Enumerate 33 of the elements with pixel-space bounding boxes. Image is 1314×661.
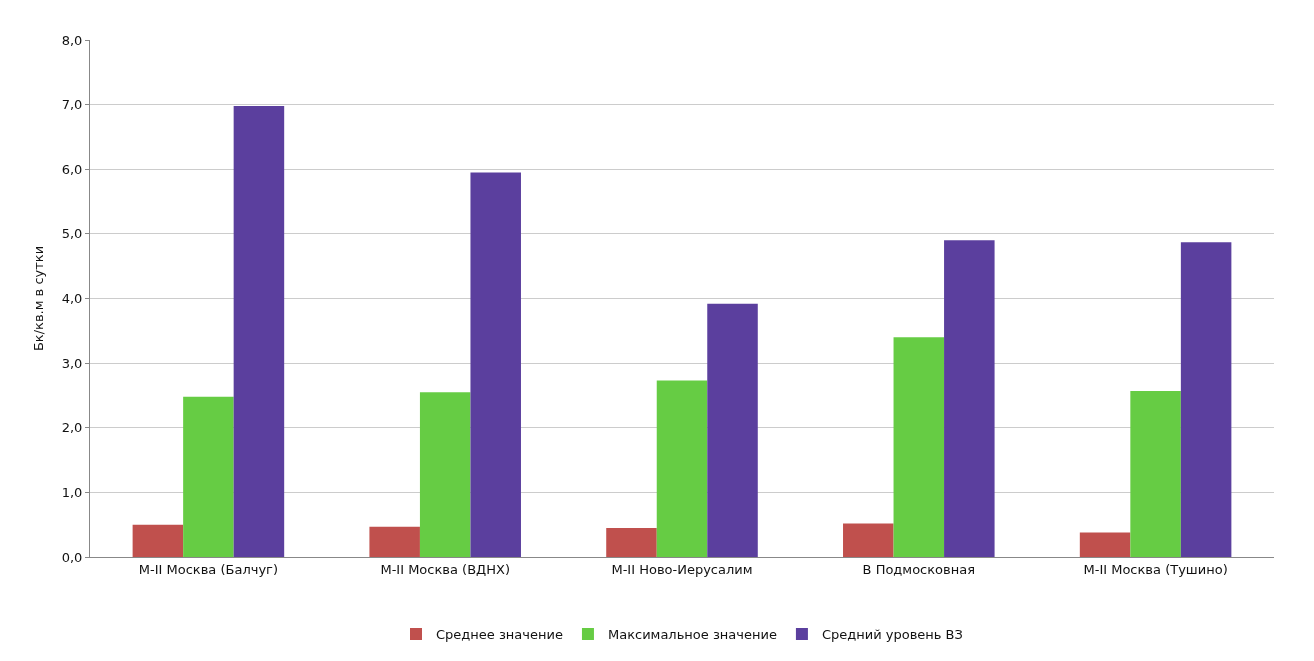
- legend-label: Среднее значение: [436, 627, 563, 643]
- bar: [707, 303, 758, 557]
- bar: [369, 526, 420, 557]
- bar: [470, 172, 521, 557]
- y-tick-label: 5,0: [61, 226, 83, 242]
- x-tick-label: В Подмосковная: [862, 561, 976, 577]
- bar: [606, 527, 657, 557]
- y-tick-label: 1,0: [61, 484, 83, 500]
- y-tick-label: 6,0: [61, 161, 83, 177]
- bar: [1130, 390, 1181, 557]
- bar: [944, 240, 995, 557]
- y-tick-label: 7,0: [61, 97, 83, 113]
- y-tick-label: 8,0: [61, 32, 83, 48]
- y-tick-label: 4,0: [61, 291, 83, 307]
- bar: [1180, 242, 1232, 557]
- bar: [419, 392, 471, 557]
- x-tick-label: М-II Москва (ВДНХ): [380, 561, 510, 577]
- bar: [183, 396, 234, 557]
- bar: [1079, 532, 1131, 557]
- bar: [893, 337, 945, 557]
- x-tick-label: М-II Москва (Балчуг): [138, 561, 278, 577]
- bar: [656, 380, 708, 557]
- legend-label: Средний уровень ВЗ: [821, 627, 963, 643]
- x-tick-label: М-II Ново-Иерусалим: [611, 561, 753, 577]
- bar: [233, 105, 285, 557]
- legend-label: Максимальное значение: [607, 627, 777, 643]
- x-tick-label: М-II Москва (Тушино): [1083, 561, 1228, 577]
- y-axis-title: Бк/кв.м в сутки: [30, 245, 46, 352]
- y-tick-label: 3,0: [61, 355, 83, 371]
- y-tick-label: 2,0: [61, 420, 83, 436]
- y-tick-label: 0,0: [61, 549, 83, 565]
- bar: [843, 523, 894, 557]
- bar: [132, 524, 184, 557]
